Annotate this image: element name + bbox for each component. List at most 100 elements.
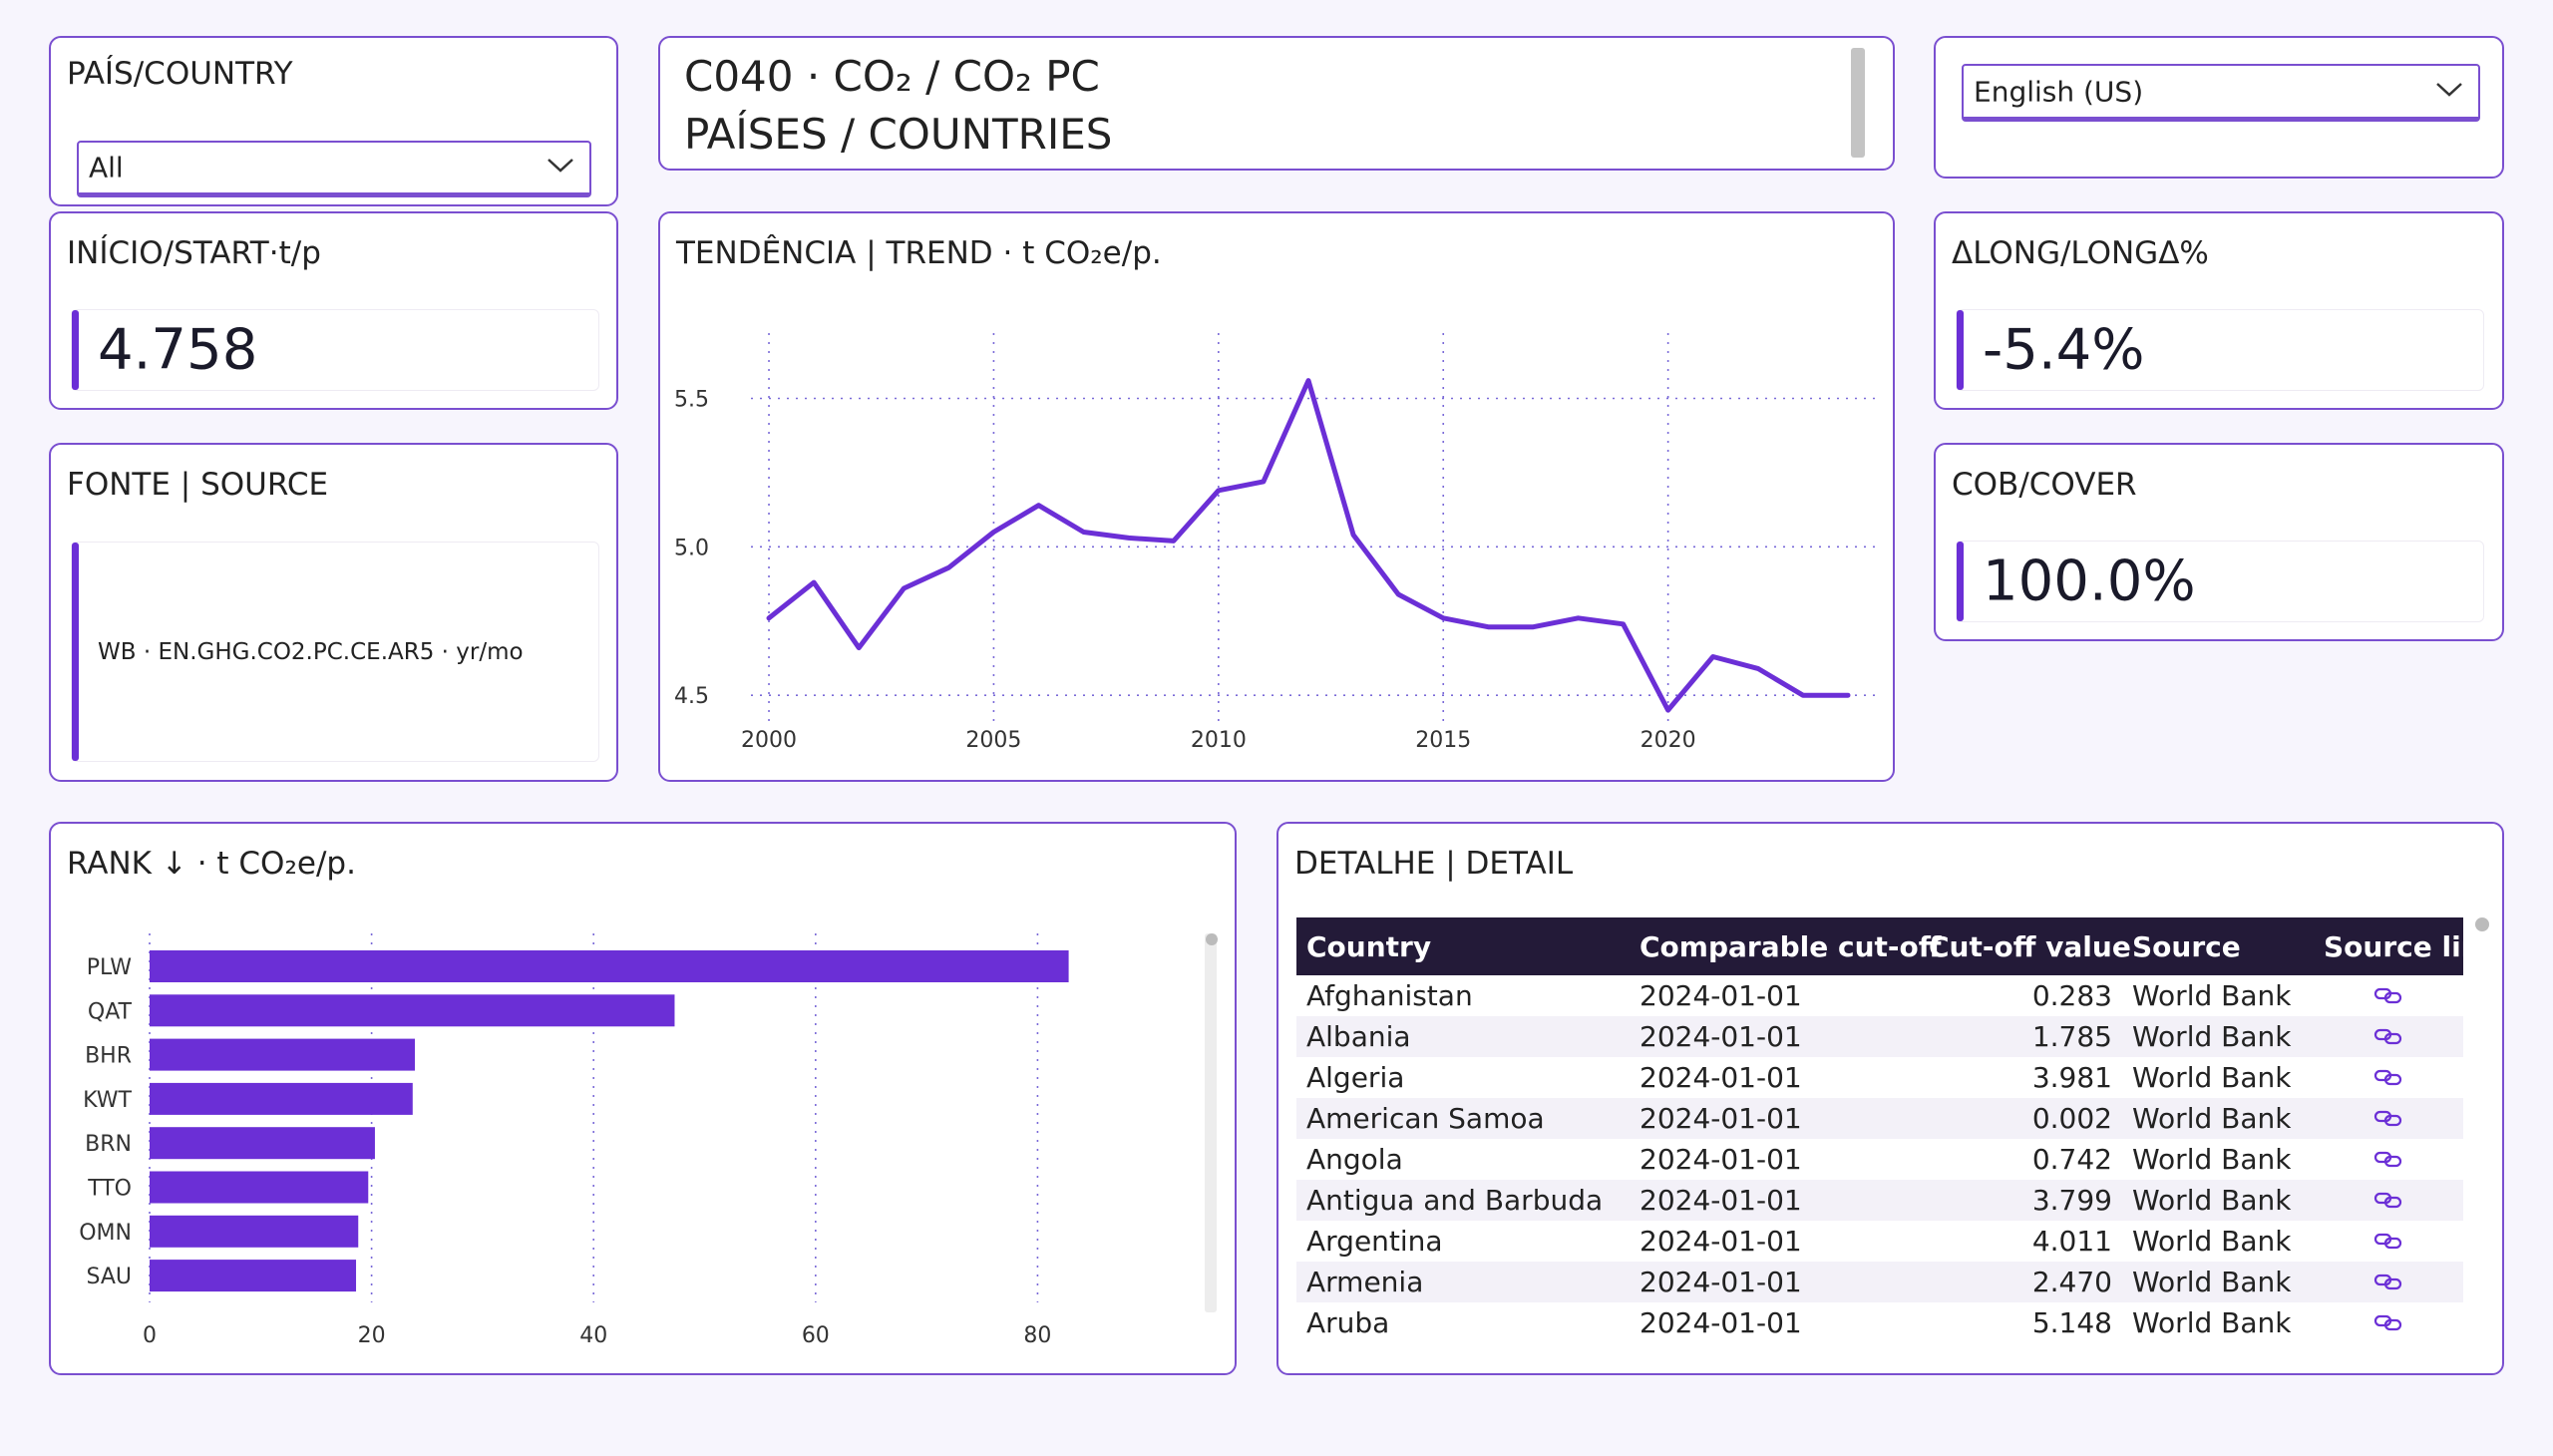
country-filter-card: PAÍS/COUNTRY All	[49, 36, 618, 206]
source-box: WB · EN.GHG.CO2.PC.CE.AR5 · yr/mo	[71, 542, 599, 762]
table-row[interactable]: American Samoa 2024-01-01 0.002 World Bank	[1296, 1098, 2463, 1139]
kpi-accent-bar	[1957, 542, 1964, 621]
rank-category-label: SAU	[86, 1265, 132, 1289]
page-subtitle: PAÍSES / COUNTRIES	[684, 110, 1113, 159]
cell-country: Afghanistan	[1306, 979, 1473, 1012]
cell-source: World Bank	[2132, 1143, 2292, 1176]
cell-source: World Bank	[2132, 1061, 2292, 1094]
rank-chart-title: RANK ↓ · t CO₂e/p.	[67, 846, 356, 882]
x-tick-label: 40	[579, 1323, 607, 1348]
table-row[interactable]: Afghanistan 2024-01-01 0.283 World Bank	[1296, 975, 2463, 1016]
chevron-down-icon	[546, 157, 575, 179]
table-row[interactable]: Argentina 2024-01-01 4.011 World Bank	[1296, 1221, 2463, 1262]
cell-country: Aruba	[1306, 1306, 1390, 1339]
cell-source-link[interactable]	[2314, 1262, 2463, 1302]
column-header-source[interactable]: Source	[2122, 917, 2314, 975]
cell-source: World Bank	[2132, 1225, 2292, 1258]
x-tick-label: 2005	[965, 728, 1021, 753]
table-row[interactable]: Armenia 2024-01-01 2.470 World Bank	[1296, 1262, 2463, 1302]
kpi-delta-label: ΔLONG/LONGΔ%	[1952, 235, 2209, 271]
rank-category-label: TTO	[87, 1177, 132, 1202]
rank-bar	[150, 950, 1069, 982]
cell-source-link[interactable]	[2314, 975, 2463, 1016]
rank-bar	[150, 1038, 416, 1071]
column-header-cutoff[interactable]: Comparable cut-off	[1630, 917, 1941, 975]
rank-category-label: OMN	[79, 1221, 132, 1246]
cell-source: World Bank	[2132, 979, 2292, 1012]
table-row[interactable]: Antigua and Barbuda 2024-01-01 3.799 World …	[1296, 1180, 2463, 1221]
cell-cutoff: 2024-01-01	[1630, 1098, 1919, 1139]
table-row[interactable]: Angola 2024-01-01 0.742 World Bank	[1296, 1139, 2463, 1180]
link-icon[interactable]	[2373, 985, 2403, 1005]
column-header-value[interactable]: Cut-off value	[1919, 917, 2131, 975]
source-label: FONTE | SOURCE	[67, 467, 329, 503]
rank-scrollbar[interactable]	[1205, 933, 1217, 1312]
cell-source-link[interactable]	[2314, 1098, 2463, 1139]
title-scrollbar[interactable]	[1851, 48, 1865, 158]
source-card: FONTE | SOURCE WB · EN.GHG.CO2.PC.CE.AR5…	[49, 443, 618, 782]
trend-line	[766, 378, 1851, 713]
link-icon[interactable]	[2373, 1108, 2403, 1128]
cell-source-link[interactable]	[2314, 1057, 2463, 1098]
x-tick-label: 2015	[1415, 728, 1471, 753]
column-header-source-link[interactable]: Source link	[2314, 917, 2499, 975]
rank-chart-card: RANK ↓ · t CO₂e/p. 0 20 40 60 80 PLW QAT BHR KWT…	[49, 822, 1237, 1375]
link-icon[interactable]	[2373, 1190, 2403, 1210]
language-select[interactable]: English (US)	[1962, 64, 2480, 122]
cell-source-link[interactable]	[2314, 1139, 2463, 1180]
column-header-country[interactable]: Country	[1296, 917, 1630, 975]
x-tick-label: 2010	[1191, 728, 1247, 753]
rank-bar	[150, 1127, 375, 1160]
cell-source-link[interactable]	[2314, 1221, 2463, 1262]
source-accent-bar	[72, 543, 79, 761]
table-row[interactable]: Algeria 2024-01-01 3.981 World Bank	[1296, 1057, 2463, 1098]
link-icon[interactable]	[2373, 1067, 2403, 1087]
table-row[interactable]: Aruba 2024-01-01 5.148 World Bank	[1296, 1302, 2463, 1343]
link-icon[interactable]	[2373, 1026, 2403, 1046]
link-icon[interactable]	[2373, 1272, 2403, 1291]
kpi-cover-card: COB/COVER 100.0%	[1934, 443, 2504, 641]
x-tick-label: 80	[1023, 1323, 1051, 1348]
cell-source-link[interactable]	[2314, 1016, 2463, 1057]
cell-value: 3.981	[2031, 1061, 2112, 1094]
cell-source-link[interactable]	[2314, 1180, 2463, 1221]
cell-source: World Bank	[2122, 1262, 2314, 1302]
link-icon[interactable]	[2373, 1231, 2403, 1251]
rank-category-label: BRN	[85, 1132, 132, 1157]
page-title: C040 · CO₂ / CO₂ PC	[684, 52, 1100, 101]
cell-value: 1.785	[1919, 1016, 2122, 1057]
title-card: C040 · CO₂ / CO₂ PC PAÍSES / COUNTRIES	[658, 36, 1895, 171]
rank-bar	[150, 1260, 357, 1292]
source-text: WB · EN.GHG.CO2.PC.CE.AR5 · yr/mo	[98, 638, 524, 665]
cell-source: World Bank	[2132, 1306, 2292, 1339]
x-tick-label: 0	[143, 1323, 157, 1348]
country-select-value: All	[89, 151, 124, 184]
link-icon[interactable]	[2373, 1312, 2403, 1332]
rank-category-label: BHR	[85, 1044, 132, 1069]
y-tick-label: 4.5	[674, 684, 709, 709]
cell-country: Algeria	[1306, 1061, 1405, 1094]
kpi-cover-value: 100.0%	[1983, 548, 2196, 614]
link-icon[interactable]	[2373, 1149, 2403, 1169]
language-card: English (US)	[1934, 36, 2504, 179]
detail-scroll-dot[interactable]	[2475, 917, 2489, 931]
cell-value: 0.742	[2031, 1143, 2112, 1176]
cell-cutoff: 2024-01-01	[1630, 1262, 1919, 1302]
cell-cutoff: 2024-01-01	[1640, 979, 1802, 1012]
rank-bar	[150, 1215, 359, 1248]
cell-cutoff: 2024-01-01	[1640, 1143, 1802, 1176]
rank-bar	[150, 994, 675, 1027]
kpi-cover-box: 100.0%	[1956, 541, 2484, 622]
cell-value: 0.002	[1919, 1098, 2122, 1139]
cell-source: World Bank	[2122, 1180, 2314, 1221]
cell-cutoff: 2024-01-01	[1630, 1016, 1919, 1057]
kpi-accent-bar	[72, 310, 79, 390]
cell-value: 2.470	[1919, 1262, 2122, 1302]
cell-value: 4.011	[2031, 1225, 2112, 1258]
cell-source-link[interactable]	[2314, 1302, 2463, 1343]
country-select[interactable]: All	[77, 141, 591, 197]
trend-chart-title: TENDÊNCIA | TREND · t CO₂e/p.	[676, 235, 1162, 271]
cell-cutoff: 2024-01-01	[1630, 1180, 1919, 1221]
kpi-cover-label: COB/COVER	[1952, 467, 2137, 503]
table-row[interactable]: Albania 2024-01-01 1.785 World Bank	[1296, 1016, 2463, 1057]
